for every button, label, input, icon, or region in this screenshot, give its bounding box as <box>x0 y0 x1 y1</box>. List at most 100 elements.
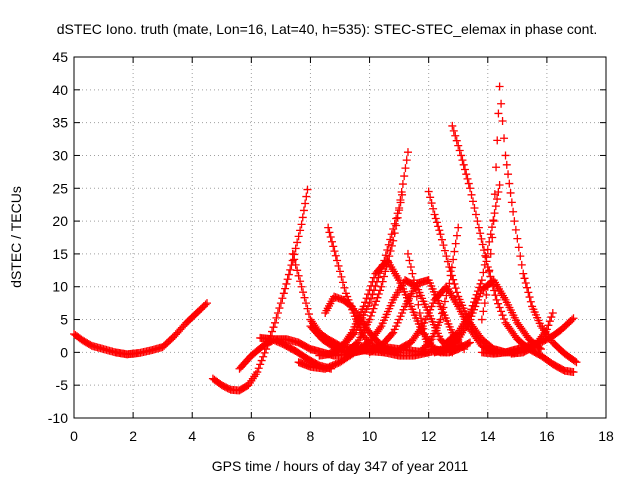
data-point <box>431 214 440 223</box>
data-point <box>568 315 577 324</box>
x-tick-label: 16 <box>539 428 555 444</box>
data-point <box>492 295 501 304</box>
data-point <box>492 163 501 172</box>
data-point <box>303 304 312 313</box>
data-point <box>326 233 335 242</box>
data-point <box>403 148 412 157</box>
data-point <box>486 272 495 281</box>
data-point <box>254 364 263 373</box>
y-tick-labels: -10 -5 0 5 10 15 20 25 30 35 40 45 <box>48 49 68 426</box>
data-point <box>490 190 499 199</box>
data-point <box>547 313 556 322</box>
data-point <box>415 308 424 317</box>
x-tick-labels: 0 2 4 6 8 10 12 14 16 18 <box>70 428 614 444</box>
data-point <box>493 195 502 204</box>
data-point <box>359 302 368 311</box>
data-series <box>336 256 451 357</box>
data-point <box>476 229 485 238</box>
data-series <box>208 185 312 395</box>
data-point <box>501 151 510 160</box>
data-series <box>418 223 463 354</box>
data-point <box>521 278 530 287</box>
data-point <box>460 165 469 174</box>
data-point <box>384 240 393 249</box>
data-point <box>479 307 488 316</box>
data-series <box>507 308 557 358</box>
data-point <box>463 174 472 183</box>
data-point <box>281 284 290 293</box>
data-point <box>502 160 511 169</box>
x-tick-label: 2 <box>129 428 137 444</box>
data-point <box>291 244 300 253</box>
data-point <box>480 260 489 269</box>
data-point <box>291 260 300 269</box>
y-axis-label: dSTEC / TECUs <box>8 186 24 288</box>
data-point <box>488 281 497 290</box>
data-point <box>364 290 373 299</box>
data-point <box>288 249 297 258</box>
data-point <box>440 246 449 255</box>
data-point <box>432 218 441 227</box>
data-point <box>493 136 502 145</box>
data-point <box>487 277 496 286</box>
data-point <box>477 315 486 324</box>
x-tick-label: 12 <box>421 428 437 444</box>
data-point <box>340 283 349 292</box>
y-tick-label: 30 <box>52 147 68 163</box>
data-point <box>389 224 398 233</box>
data-point <box>367 281 376 290</box>
data-point <box>475 283 484 292</box>
data-point <box>524 288 533 297</box>
data-point <box>298 213 307 222</box>
data-point <box>443 285 452 294</box>
data-point <box>430 210 439 219</box>
data-point <box>337 272 346 281</box>
data-point <box>454 141 463 150</box>
data-point <box>253 368 262 377</box>
data-point <box>373 293 382 302</box>
data-point <box>541 327 550 336</box>
data-point <box>283 275 292 284</box>
data-point <box>498 116 507 125</box>
data-point <box>434 222 443 231</box>
data-point <box>302 192 311 201</box>
data-point <box>369 304 378 313</box>
data-point <box>481 251 490 260</box>
data-point <box>452 288 461 297</box>
data-point <box>514 243 523 252</box>
data-point <box>338 278 347 287</box>
data-point <box>452 136 461 145</box>
data-point <box>367 294 376 303</box>
data-point <box>408 269 417 278</box>
grid <box>74 57 606 418</box>
y-tick-label: 0 <box>60 344 68 360</box>
data-point <box>480 299 489 308</box>
data-point <box>477 276 486 285</box>
data-point <box>476 279 485 288</box>
data-point <box>259 352 268 361</box>
data-point <box>436 230 445 239</box>
data-point <box>334 261 343 270</box>
data-point <box>300 293 309 302</box>
data-point <box>488 233 497 242</box>
data-point <box>464 339 473 348</box>
data-point <box>490 286 499 295</box>
y-tick-label: 45 <box>52 49 68 65</box>
data-point <box>451 131 460 140</box>
data-point <box>472 290 481 299</box>
data-point <box>505 179 514 188</box>
data-point <box>365 299 374 308</box>
data-point <box>392 214 401 223</box>
data-point <box>333 256 342 265</box>
y-tick-label: 35 <box>52 115 68 131</box>
data-point <box>504 170 513 179</box>
data-point <box>426 193 435 202</box>
y-tick-label: 10 <box>52 279 68 295</box>
data-point <box>483 245 492 254</box>
data-point <box>282 279 291 288</box>
data-point <box>482 290 491 299</box>
data-point <box>257 356 266 365</box>
data-point <box>490 209 499 218</box>
data-point <box>495 82 504 91</box>
data-point <box>526 297 535 306</box>
